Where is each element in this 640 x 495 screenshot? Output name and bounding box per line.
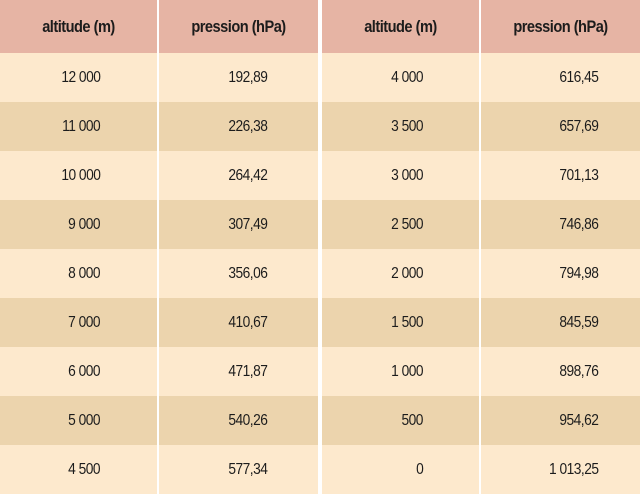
pressure-cell: 845,59: [481, 298, 640, 347]
altitude-cell: 3 500: [322, 102, 479, 151]
altitude-cell: 4 000: [322, 53, 479, 102]
header-cell-pressure-2: pression (hPa): [481, 0, 640, 53]
table-row: 11 000 226,38 3 500 657,69: [0, 102, 640, 151]
cell-value: 746,86: [559, 215, 599, 233]
cell-value: 4 000: [391, 68, 423, 86]
pressure-cell: 226,38: [159, 102, 318, 151]
cell-value: 616,45: [559, 68, 599, 86]
table-row: 4 500 577,34 0 1 013,25: [0, 445, 640, 494]
table-row: 10 000 264,42 3 000 701,13: [0, 151, 640, 200]
cell-value: 794,98: [559, 264, 599, 282]
pressure-cell: 264,42: [159, 151, 318, 200]
cell-value: 410,67: [228, 313, 268, 331]
cell-value: 192,89: [228, 68, 268, 86]
cell-value: 954,62: [559, 411, 599, 429]
altitude-cell: 8 000: [0, 249, 157, 298]
cell-value: 1 000: [391, 362, 423, 380]
cell-value: 356,06: [228, 264, 268, 282]
pressure-cell: 410,67: [159, 298, 318, 347]
cell-value: 657,69: [559, 117, 599, 135]
altitude-cell: 1 000: [322, 347, 479, 396]
pressure-cell: 540,26: [159, 396, 318, 445]
table-row: 9 000 307,49 2 500 746,86: [0, 200, 640, 249]
pressure-cell: 898,76: [481, 347, 640, 396]
cell-value: 264,42: [228, 166, 268, 184]
table-row: 7 000 410,67 1 500 845,59: [0, 298, 640, 347]
pressure-cell: 577,34: [159, 445, 318, 494]
cell-value: 4 500: [68, 460, 100, 478]
cell-value: 6 000: [68, 362, 100, 380]
pressure-cell: 1 013,25: [481, 445, 640, 494]
altitude-cell: 2 500: [322, 200, 479, 249]
pressure-cell: 307,49: [159, 200, 318, 249]
cell-value: 226,38: [228, 117, 268, 135]
cell-value: 2 500: [391, 215, 423, 233]
cell-value: 11 000: [62, 117, 100, 135]
header-label: pression (hPa): [513, 16, 608, 36]
cell-value: 845,59: [559, 313, 599, 331]
cell-value: 0: [415, 460, 424, 478]
cell-value: 577,34: [228, 460, 268, 478]
cell-value: 540,26: [228, 411, 268, 429]
table-row: 5 000 540,26 500 954,62: [0, 396, 640, 445]
altitude-cell: 6 000: [0, 347, 157, 396]
pressure-cell: 701,13: [481, 151, 640, 200]
pressure-cell: 471,87: [159, 347, 318, 396]
cell-value: 8 000: [68, 264, 100, 282]
cell-value: 5 000: [68, 411, 100, 429]
cell-value: 2 000: [391, 264, 423, 282]
altitude-cell: 2 000: [322, 249, 479, 298]
altitude-cell: 0: [322, 445, 479, 494]
table-row: 6 000 471,87 1 000 898,76: [0, 347, 640, 396]
altitude-cell: 1 500: [322, 298, 479, 347]
header-cell-pressure-1: pression (hPa): [159, 0, 318, 53]
cell-value: 3 500: [391, 117, 423, 135]
table-row: 12 000 192,89 4 000 616,45: [0, 53, 640, 102]
cell-value: 500: [401, 411, 424, 429]
cell-value: 9 000: [68, 215, 100, 233]
pressure-cell: 192,89: [159, 53, 318, 102]
cell-value: 471,87: [228, 362, 268, 380]
header-cell-altitude-2: altitude (m): [322, 0, 479, 53]
header-label: pression (hPa): [191, 16, 286, 36]
altitude-cell: 5 000: [0, 396, 157, 445]
cell-value: 7 000: [68, 313, 100, 331]
cell-value: 307,49: [228, 215, 268, 233]
pressure-cell: 657,69: [481, 102, 640, 151]
cell-value: 701,13: [559, 166, 599, 184]
header-cell-altitude-1: altitude (m): [0, 0, 157, 53]
altitude-cell: 500: [322, 396, 479, 445]
pressure-cell: 356,06: [159, 249, 318, 298]
cell-value: 10 000: [61, 166, 101, 184]
header-label: altitude (m): [42, 16, 115, 36]
pressure-cell: 954,62: [481, 396, 640, 445]
cell-value: 3 000: [391, 166, 423, 184]
cell-value: 898,76: [559, 362, 599, 380]
altitude-cell: 4 500: [0, 445, 157, 494]
pressure-cell: 794,98: [481, 249, 640, 298]
cell-value: 1 013,25: [548, 460, 599, 478]
header-label: altitude (m): [364, 16, 437, 36]
pressure-cell: 746,86: [481, 200, 640, 249]
altitude-cell: 10 000: [0, 151, 157, 200]
altitude-cell: 11 000: [0, 102, 157, 151]
altitude-cell: 9 000: [0, 200, 157, 249]
cell-value: 1 500: [391, 313, 423, 331]
table-row: 8 000 356,06 2 000 794,98: [0, 249, 640, 298]
cell-value: 12 000: [61, 68, 101, 86]
altitude-cell: 3 000: [322, 151, 479, 200]
altitude-cell: 7 000: [0, 298, 157, 347]
pressure-cell: 616,45: [481, 53, 640, 102]
altitude-cell: 12 000: [0, 53, 157, 102]
table-header-row: altitude (m) pression (hPa) altitude (m)…: [0, 0, 640, 53]
